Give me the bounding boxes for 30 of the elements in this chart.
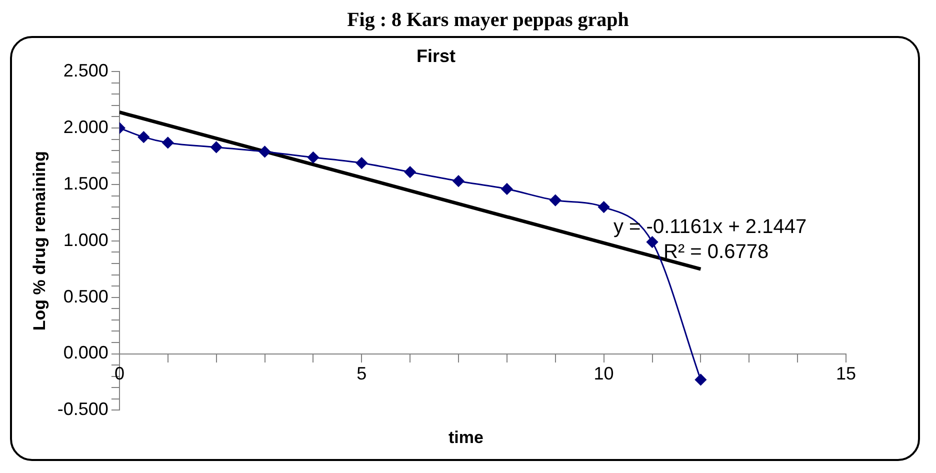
y-tick-label: 2.500 [63, 60, 108, 81]
x-tick-label: 15 [836, 364, 856, 384]
point [356, 157, 368, 169]
chart-title: First [416, 46, 456, 66]
point [162, 136, 174, 148]
point [307, 152, 319, 164]
point [259, 146, 270, 158]
x-tick-label: 0 [114, 364, 124, 384]
y-tick-label: 1.500 [63, 173, 108, 194]
x-tick-label: 10 [594, 364, 614, 384]
y-tick-label: 2.000 [63, 117, 108, 137]
point [452, 175, 464, 187]
y-tick-label: -0.500 [57, 399, 108, 420]
y-tick-label: 0.000 [63, 342, 108, 363]
y-tick-label: 0.500 [63, 286, 108, 306]
y-axis-title: Log % drug remaining [30, 151, 49, 331]
y-tick-label: 1.000 [63, 230, 108, 250]
x-tick-label: 5 [356, 364, 367, 384]
annotation: R² = 0.6778 [664, 240, 769, 263]
point [694, 374, 706, 386]
point [550, 194, 562, 206]
point [404, 166, 416, 178]
text: Fig : 8 Kars mayer peppas graph [346, 8, 630, 32]
point [646, 236, 658, 248]
point [501, 183, 513, 195]
point [138, 131, 150, 143]
annotation: y = -0.1161x + 2.1447 [614, 216, 807, 238]
point [210, 141, 222, 153]
x-axis-title: time [448, 428, 484, 448]
point [598, 201, 610, 213]
